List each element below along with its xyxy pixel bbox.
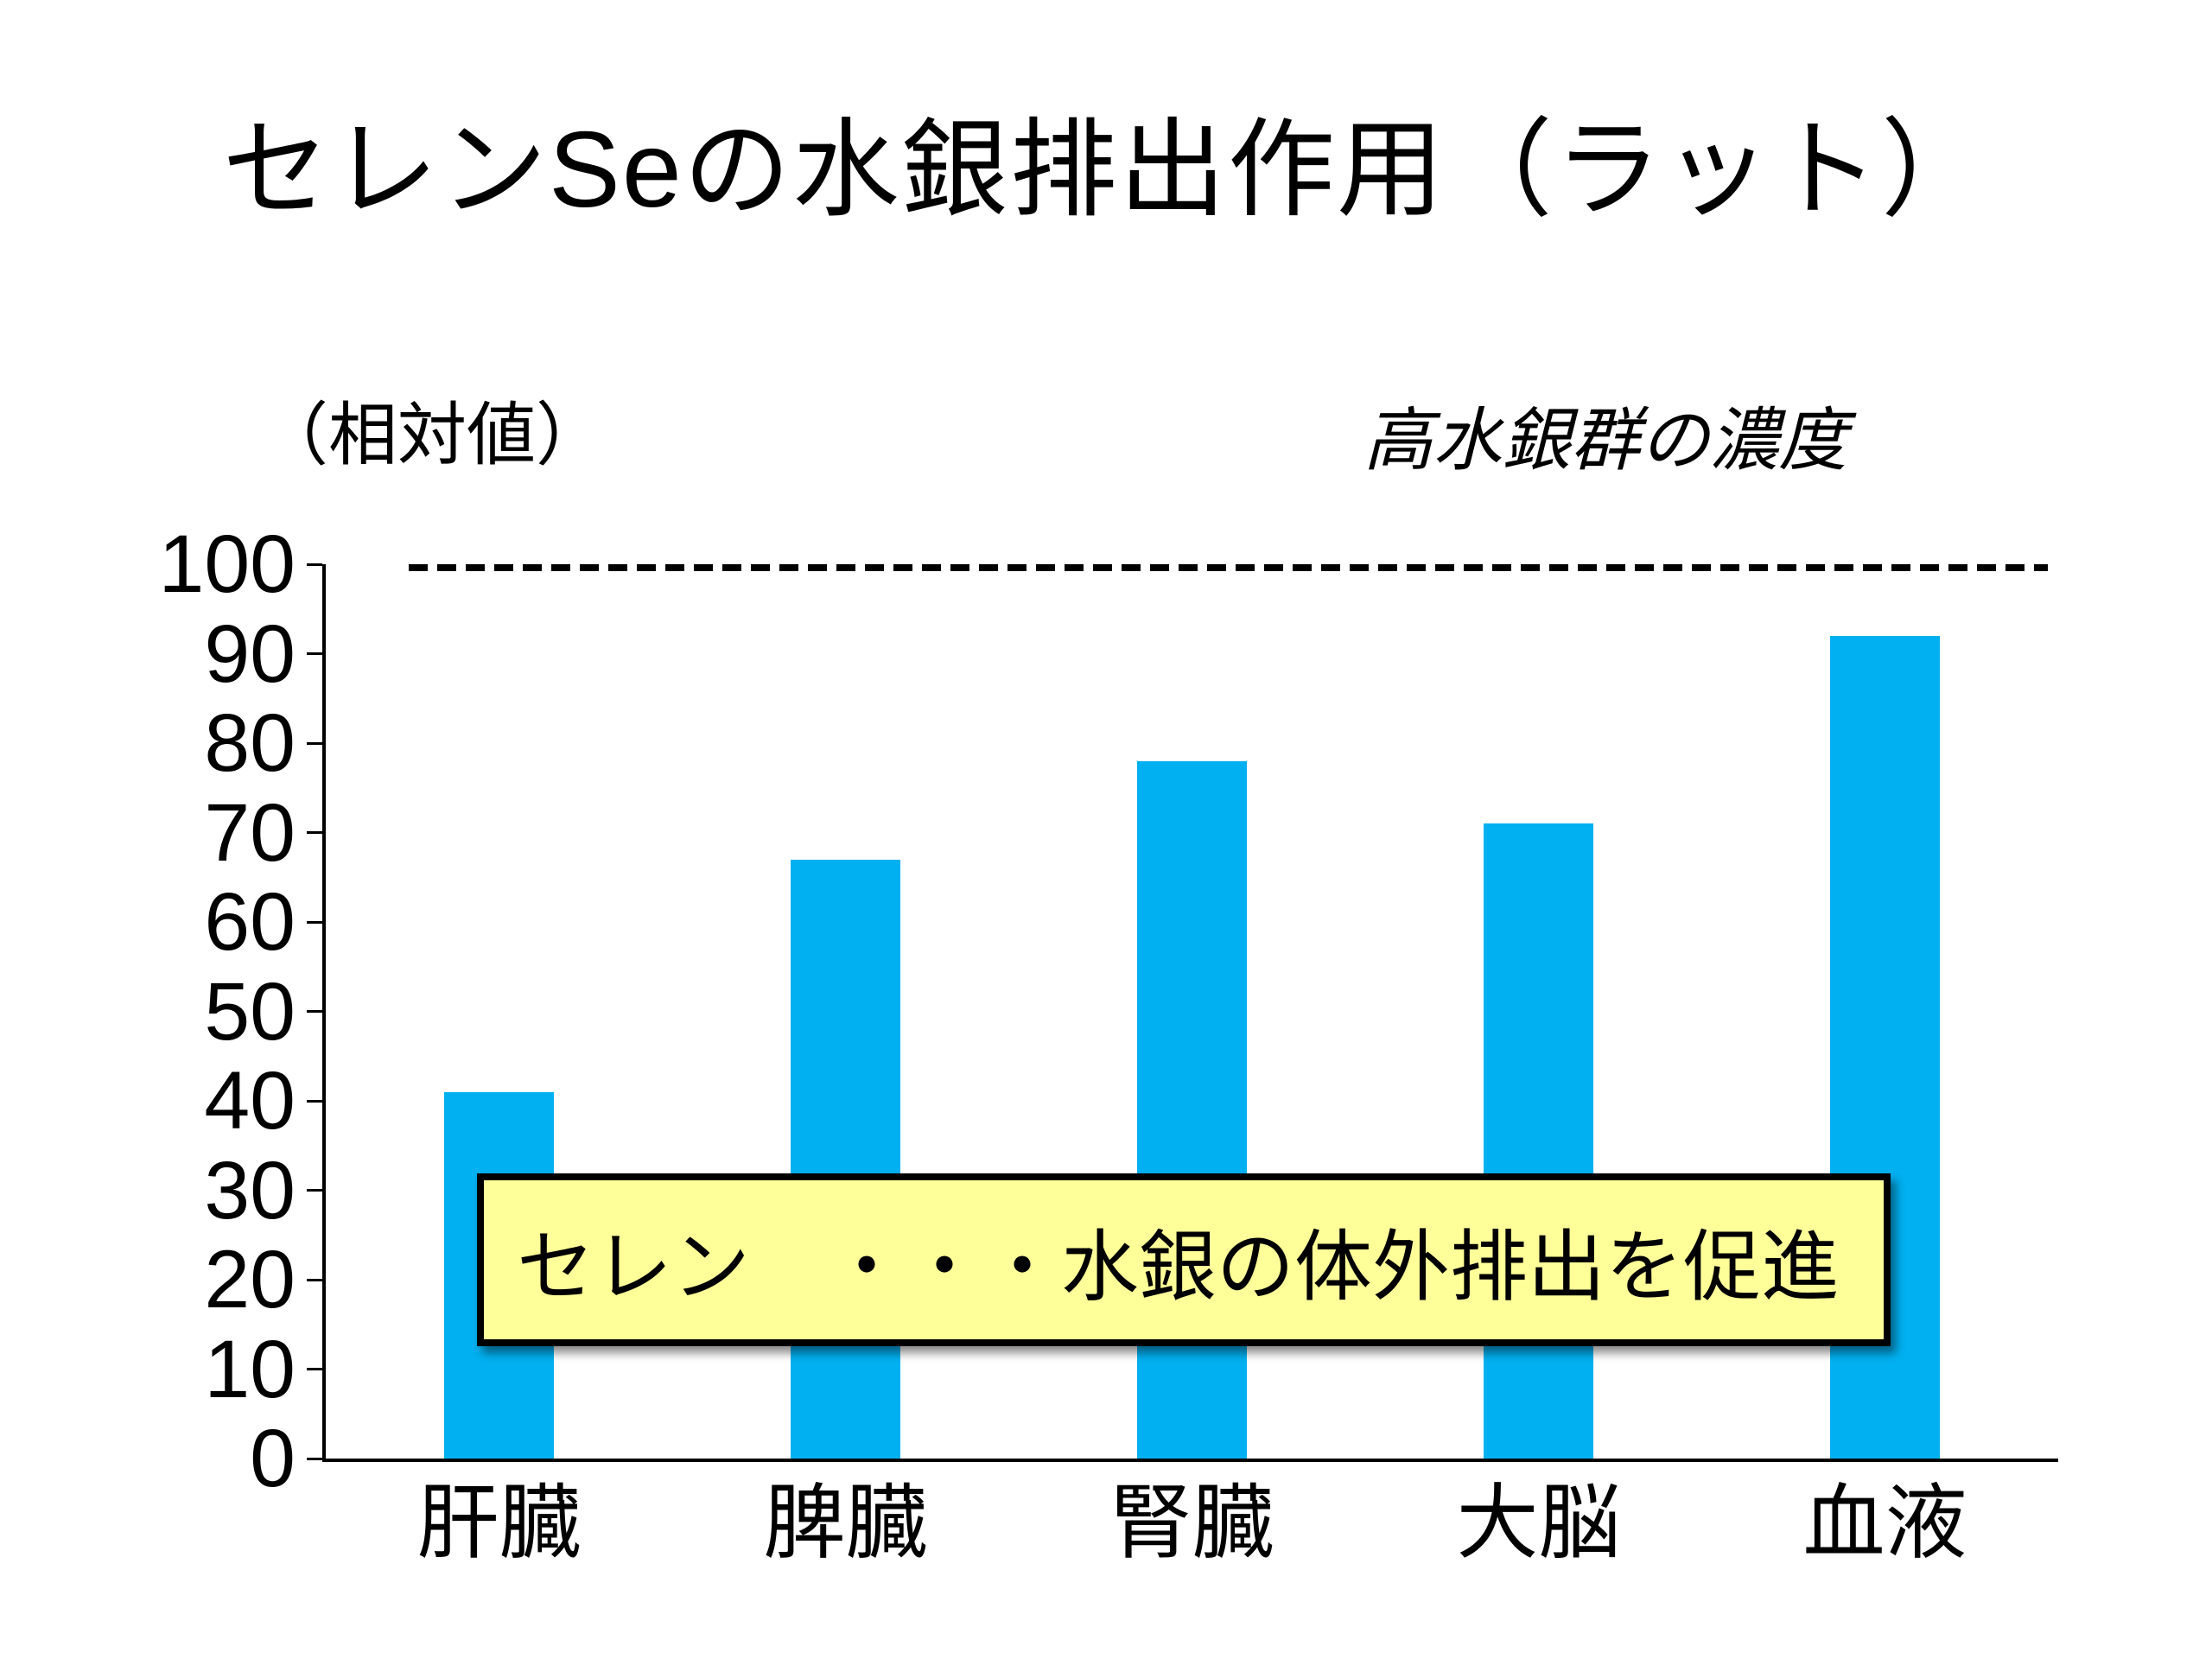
y-tick-mark-70 xyxy=(307,831,322,834)
bar-spleen xyxy=(791,859,900,1459)
y-tick-mark-0 xyxy=(307,1457,322,1460)
y-tick-label-60: 60 xyxy=(204,876,296,968)
x-tick-label-kidney: 腎臓 xyxy=(1109,1478,1274,1569)
y-tick-label-50: 50 xyxy=(204,965,296,1058)
y-tick-mark-20 xyxy=(307,1278,322,1281)
y-tick-mark-10 xyxy=(307,1368,322,1370)
y-tick-mark-50 xyxy=(307,1010,322,1013)
x-tick-label-blood: 血液 xyxy=(1802,1478,1967,1569)
y-tick-label-30: 30 xyxy=(204,1144,296,1236)
chart-title: セレンSeの水銀排出作用（ラット） xyxy=(222,111,1990,230)
y-tick-label-0: 0 xyxy=(250,1413,296,1504)
x-tick-label-liver: 肝臓 xyxy=(416,1478,582,1569)
x-tick-label-cerebrum: 大脳 xyxy=(1456,1478,1621,1569)
y-tick-label-90: 90 xyxy=(204,607,296,700)
y-tick-label-10: 10 xyxy=(204,1323,296,1415)
y-tick-label-100: 100 xyxy=(158,518,296,610)
y-axis-unit-label: （相対値） xyxy=(259,397,605,474)
annotation-text: セレン ・・・水銀の体外排出を促進 xyxy=(517,1224,1839,1311)
y-tick-mark-90 xyxy=(307,652,322,655)
y-tick-mark-60 xyxy=(307,920,322,924)
reference-line-label: 高水銀群の濃度 xyxy=(1363,402,1847,479)
y-tick-mark-100 xyxy=(307,563,322,566)
y-tick-label-20: 20 xyxy=(204,1234,296,1325)
y-tick-mark-40 xyxy=(307,1099,322,1103)
y-tick-label-70: 70 xyxy=(204,786,296,879)
bar-cerebrum xyxy=(1484,823,1593,1459)
y-tick-label-40: 40 xyxy=(204,1055,296,1147)
reference-dashed-line xyxy=(409,564,2048,571)
annotation-callout: セレン ・・・水銀の体外排出を促進 xyxy=(477,1173,1891,1346)
bar-kidney xyxy=(1137,760,1247,1459)
y-tick-mark-30 xyxy=(307,1189,322,1192)
y-tick-mark-80 xyxy=(307,741,322,745)
y-tick-label-80: 80 xyxy=(204,697,296,789)
x-tick-label-spleen: 脾臓 xyxy=(763,1478,928,1569)
